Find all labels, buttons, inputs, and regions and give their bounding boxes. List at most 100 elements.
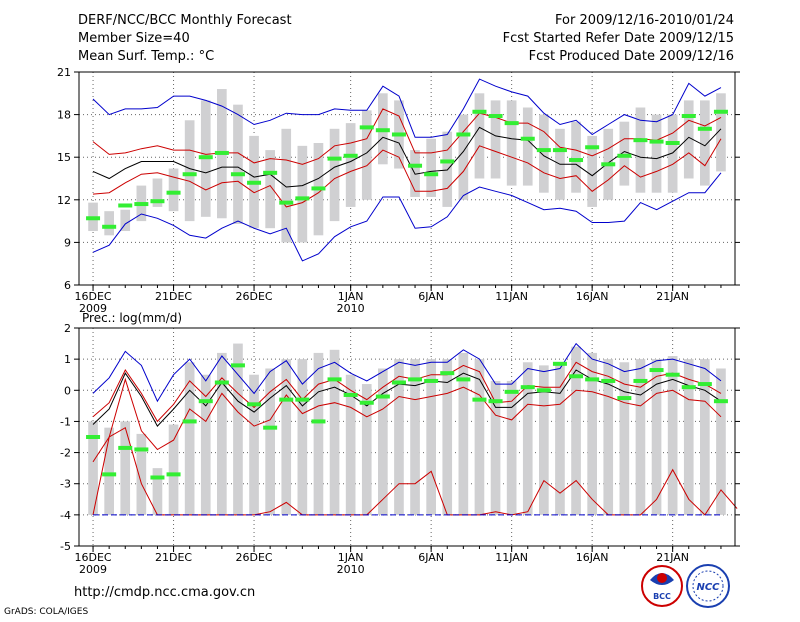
bcc-logo-ring	[641, 565, 683, 607]
prec-box	[104, 427, 114, 515]
temp-xtick-label: 1JAN	[338, 290, 364, 303]
prec-green-mark	[488, 399, 503, 404]
prec-box	[490, 380, 501, 515]
temp-green-mark	[182, 172, 197, 177]
prec-green-mark	[230, 363, 245, 368]
prec-box	[667, 356, 678, 515]
prec-line-upper	[92, 361, 722, 423]
prec-ytick-label: -5	[60, 540, 71, 553]
temp-box	[152, 178, 163, 207]
temp-box	[635, 107, 646, 193]
prec-box	[378, 368, 388, 515]
prec-green-mark	[408, 377, 423, 382]
prec-ytick-label: -3	[60, 478, 71, 491]
temp-green-mark	[504, 121, 519, 126]
temp-green-mark	[166, 190, 181, 195]
prec-ytick-label: 1	[64, 353, 71, 366]
temp-box	[329, 128, 340, 222]
prec-green-mark	[665, 372, 680, 377]
prec-green-mark	[456, 377, 471, 382]
prec-xtick-label: 26DEC	[235, 551, 272, 564]
prec-box	[571, 346, 581, 515]
temp-box	[168, 168, 179, 212]
temp-xtick-label: 16JAN	[576, 290, 609, 303]
temp-box	[345, 123, 356, 207]
temp-box	[683, 100, 694, 179]
temp-box	[667, 114, 678, 193]
temp-ytick-label: 18	[57, 109, 71, 122]
temp-green-mark	[343, 153, 358, 158]
url-link[interactable]: http://cmdp.ncc.cma.gov.cn	[74, 585, 255, 600]
temp-green-mark	[440, 159, 455, 164]
prec-green-mark	[585, 377, 600, 382]
prec-ytick-label: -1	[60, 415, 71, 428]
prec-green-mark	[214, 380, 229, 385]
temp-line-min	[92, 172, 722, 262]
prec-green-mark	[697, 382, 712, 387]
prec-box	[88, 421, 98, 515]
prec-box	[184, 362, 195, 515]
prec-green-mark	[295, 397, 310, 402]
temp-green-mark	[150, 199, 165, 204]
temp-green-mark	[552, 148, 567, 153]
prec-box	[152, 468, 163, 515]
temp-ytick-label: 9	[64, 236, 71, 249]
temp-green-mark	[617, 153, 632, 158]
ncc-logo: NCC	[686, 564, 730, 608]
temp-green-mark	[230, 172, 245, 177]
prec-box	[233, 343, 243, 515]
prec-box	[539, 365, 549, 515]
prec-xtick-label: 6JAN	[418, 551, 444, 564]
temp-box	[651, 114, 662, 193]
prec-box	[635, 359, 646, 515]
temp-green-mark	[295, 196, 310, 201]
prec-green-mark	[311, 419, 326, 424]
temp-box	[233, 104, 243, 224]
temp-green-mark	[279, 200, 294, 205]
temp-box	[571, 121, 581, 193]
prec-box	[555, 365, 565, 515]
prec-box	[700, 359, 710, 515]
grads-credit: GrADS: COLA/IGES	[4, 607, 88, 617]
bcc-logo-text: BCC	[653, 592, 671, 601]
temp-box	[297, 145, 308, 243]
prec-green-mark	[118, 445, 133, 450]
temp-box	[458, 114, 469, 200]
fcst-started-label: Fcst Started Refer Date 2009/12/15	[503, 31, 734, 46]
temp-green-mark	[665, 141, 680, 145]
period-label: For 2009/12/16-2010/01/24	[555, 13, 734, 28]
prec-ytick-label: 2	[64, 322, 71, 335]
temp-green-mark	[456, 132, 471, 137]
temp-green-mark	[601, 162, 616, 167]
temp-green-mark	[585, 145, 600, 150]
temp-box	[474, 93, 485, 179]
temp-line-mean	[92, 126, 722, 188]
prec-green-mark	[633, 378, 648, 383]
temp-green-mark	[713, 109, 728, 114]
prec-green-mark	[617, 396, 632, 401]
prec-box	[458, 352, 469, 515]
temp-box	[361, 110, 372, 200]
prec-box	[361, 384, 372, 515]
prec-box	[329, 349, 340, 515]
temp-green-mark	[247, 180, 262, 185]
prec-green-mark	[343, 392, 358, 397]
prec-green-mark	[198, 399, 213, 404]
prec-green-mark	[182, 419, 197, 424]
prec-ytick-label: -2	[60, 447, 71, 460]
prec-green-mark	[150, 475, 165, 480]
prec-green-mark	[166, 472, 181, 477]
prec-xtick-label: 16DEC	[74, 551, 111, 564]
prec-green-mark	[504, 389, 519, 394]
prec-green-mark	[440, 371, 455, 376]
temp-year-label: 2010	[337, 302, 365, 315]
temp-green-mark	[86, 216, 101, 221]
prec-xtick-label: 1JAN	[338, 551, 364, 564]
precip-title: Prec.: log(mm/d)	[82, 311, 182, 325]
prec-box	[474, 359, 485, 515]
prec-green-mark	[86, 435, 101, 439]
prec-box	[716, 368, 726, 515]
prec-frame	[78, 327, 736, 547]
